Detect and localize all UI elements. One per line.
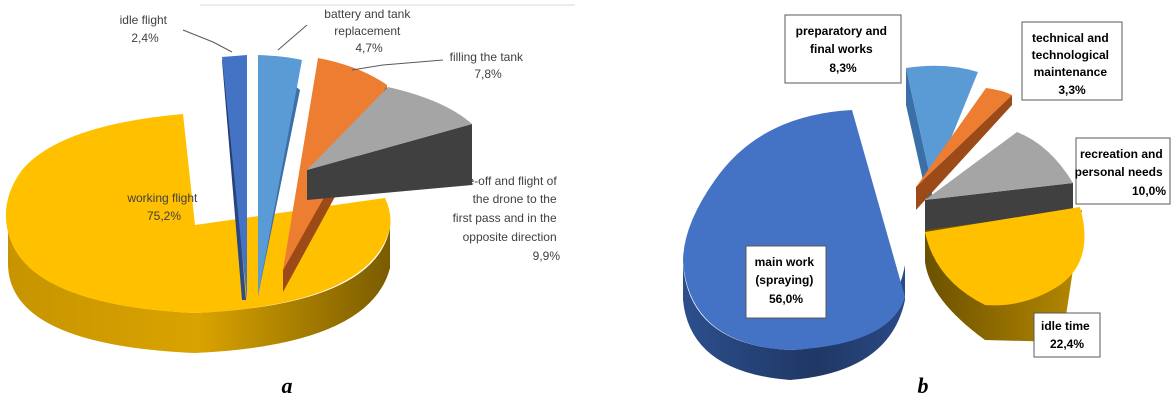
chart-b-label-main-value: 56,0% xyxy=(769,292,803,306)
chart-b-label-technical-line3: maintenance xyxy=(1034,65,1108,79)
chart-a-leader-battery xyxy=(277,24,308,51)
chart-a-slice-battery xyxy=(258,55,302,296)
chart-b-callout-idle-box xyxy=(1033,312,1101,358)
chart-a-label-takeoff-value: 9,9% xyxy=(533,249,561,263)
chart-b-slice-technical xyxy=(916,88,1012,210)
chart-a-label-idle-value: 2,4% xyxy=(131,31,159,45)
chart-b-label-technical-value: 3,3% xyxy=(1058,83,1086,97)
panel-label-b: b xyxy=(918,373,929,398)
chart-a-leader-filling xyxy=(351,59,444,71)
chart-a-label-battery: battery and tank replacement 4,7% xyxy=(324,7,413,55)
chart-b-label-recreation-value: 10,0% xyxy=(1132,184,1166,198)
chart-b-callout-recreation-box xyxy=(1075,137,1171,205)
chart-b-slice-main-work xyxy=(683,110,905,380)
chart-b-label-preparatory: preparatory and final works 8,3% xyxy=(796,24,891,75)
chart-b-label-preparatory-value: 8,3% xyxy=(829,61,857,75)
chart-a-label-battery-line1: battery and tank xyxy=(324,7,411,21)
chart-a-label-takeoff-line4: opposite direction xyxy=(463,230,557,244)
chart-a-label-battery-line2: replacement xyxy=(334,24,401,38)
chart-a-label-takeoff-line2: the drone to the xyxy=(473,192,557,206)
chart-a-label-idle-line1: idle flight xyxy=(120,13,168,27)
chart-b-callout-preparatory-box xyxy=(784,14,902,84)
chart-a-slice-takeoff xyxy=(307,87,472,200)
chart-a-label-battery-value: 4,7% xyxy=(355,41,383,55)
chart-a-label-working-line1: working flight xyxy=(126,191,198,205)
chart-a: idle flight 2,4% battery and tank replac… xyxy=(5,4,575,398)
chart-b-label-idle: idle time 22,4% xyxy=(1041,319,1093,351)
chart-b-label-idle-line1: idle time xyxy=(1041,319,1090,333)
chart-b-label-technical-line2: technological xyxy=(1032,48,1109,62)
chart-b-label-main-line2: (spraying) xyxy=(755,273,813,287)
chart-b-label-recreation-line1: recreation and xyxy=(1080,147,1163,161)
chart-b-label-idle-value: 22,4% xyxy=(1050,337,1084,351)
panel-label-a: a xyxy=(282,373,293,398)
chart-b-slice-idle-time xyxy=(925,207,1085,342)
chart-b-label-main: main work (spraying) 56,0% xyxy=(755,255,818,306)
chart-b: preparatory and final works 8,3% technic… xyxy=(683,14,1171,398)
chart-a-leader-idle xyxy=(182,29,233,53)
chart-a-label-takeoff: take-off and flight of the drone to the … xyxy=(451,174,560,263)
chart-a-label-working-value: 75,2% xyxy=(147,209,181,223)
chart-a-label-filling-line1: filling the tank xyxy=(450,50,524,64)
chart-b-callout-technical-box xyxy=(1021,21,1123,101)
chart-a-label-filling-value: 7,8% xyxy=(474,67,502,81)
chart-b-label-recreation-line2: personal needs xyxy=(1075,165,1163,179)
chart-b-label-main-line1: main work xyxy=(755,255,815,269)
chart-b-label-technical: technical and technological maintenance … xyxy=(1032,31,1113,97)
chart-b-label-recreation: recreation and personal needs 10,0% xyxy=(1075,147,1167,198)
chart-b-callout-main-box xyxy=(745,245,827,319)
chart-a-label-takeoff-line3: first pass and in the xyxy=(453,211,557,225)
chart-b-label-preparatory-line1: preparatory and xyxy=(796,24,887,38)
chart-a-label-filling: filling the tank 7,8% xyxy=(450,50,527,81)
chart-b-label-preparatory-line2: final works xyxy=(810,42,873,56)
chart-a-slice-idle-flight xyxy=(222,55,247,300)
chart-b-label-technical-line1: technical and xyxy=(1032,31,1109,45)
chart-a-label-takeoff-line1: take-off and flight of xyxy=(451,174,557,188)
chart-a-label-idle: idle flight 2,4% xyxy=(120,13,171,45)
chart-b-slice-recreation xyxy=(925,132,1073,232)
chart-a-label-working: working flight 75,2% xyxy=(126,191,200,223)
